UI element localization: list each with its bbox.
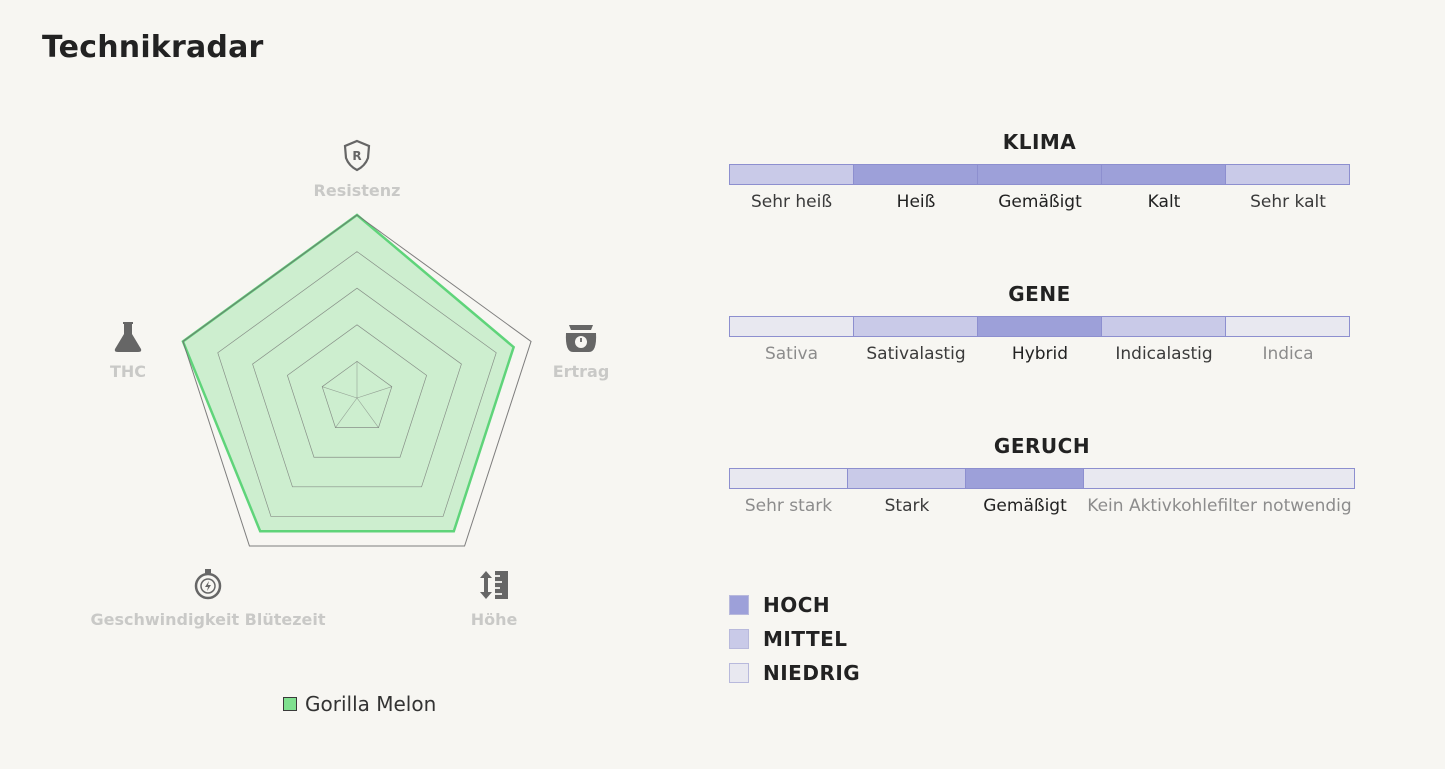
stopwatch-icon (194, 569, 222, 600)
scale-title-gene: GENE (1008, 282, 1071, 306)
scale-segment-2 (853, 316, 978, 337)
radar-grid-ring-3 (252, 287, 462, 488)
scale-segment-label-1: Sativa (764, 344, 819, 364)
legend-label: Gorilla Melon (305, 692, 437, 716)
key-label-hoch: HOCH (763, 593, 831, 617)
page-title: Technikradar (42, 30, 264, 65)
scale-segment-label-5: Sehr kalt (1250, 192, 1326, 212)
scale-segment-3 (977, 164, 1102, 185)
scale-segment-label-3: Gemäßigt (998, 192, 1082, 212)
scale-segment-label-4: Indicalastig (1115, 344, 1213, 364)
scale-segment-label-3: Gemäßigt (983, 496, 1067, 516)
flask-icon (114, 322, 142, 352)
scale-segment-1 (729, 164, 854, 185)
radar-axis-label-1: Ertrag (553, 362, 610, 381)
radar-spoke-1 (356, 386, 392, 399)
scale-bar-gene (729, 316, 1350, 337)
radar-grid (182, 214, 532, 547)
key-row-mittel: MITTEL (729, 622, 860, 656)
svg-text:R: R (352, 149, 361, 163)
scale-bar-klima (729, 164, 1350, 185)
radar-grid-ring-2 (286, 324, 428, 458)
chart-legend: Gorilla Melon (283, 692, 436, 716)
scale-segment-label-1: Sehr heiß (750, 192, 833, 212)
scale-segment-4 (1101, 164, 1226, 185)
key-label-niedrig: NIEDRIG (763, 661, 861, 685)
key-swatch-hoch (729, 595, 749, 615)
scale-segment-label-4: Kein Aktivkohlefilter notwendig (1087, 496, 1352, 516)
scale-segment-2 (853, 164, 978, 185)
scale-segment-label-5: Indica (1262, 344, 1314, 364)
scale-segment-3 (965, 468, 1084, 489)
radar-series-polygon (181, 213, 516, 533)
radar-chart: Resistenz Ertrag Höhe Geschwindigkeit Blüte… (90, 139, 609, 629)
key-label-mittel: MITTEL (763, 627, 848, 651)
legend-swatch-gorilla-melon (283, 697, 297, 711)
scale-segment-label-3: Hybrid (1011, 344, 1069, 364)
radar-grid-ring-5 (182, 214, 532, 547)
scale-segment-label-2: Stark (884, 496, 930, 516)
scale-segment-1 (729, 316, 854, 337)
radar-axis-label-2: Höhe (471, 610, 518, 629)
scale-segment-label-1: Sehr stark (744, 496, 833, 516)
scale-labels-gene: Sativa Sativalastig Hybrid Indicalastig Indi… (729, 344, 1350, 364)
scale-segment-label-2: Heiß (896, 192, 936, 212)
radar-axis-label-0: Resistenz (314, 181, 401, 200)
level-key: HOCH MITTEL NIEDRIG (729, 588, 860, 690)
scale-icon (565, 325, 597, 352)
scale-segment-5 (1225, 316, 1350, 337)
radar-grid-ring-1 (321, 360, 393, 428)
scale-title-klima: KLIMA (1002, 130, 1077, 154)
radar-spoke-3 (335, 397, 358, 428)
scale-segment-label-2: Sativalastig (866, 344, 966, 364)
scale-labels-klima: Sehr heiß Heiß Gemäßigt Kalt Sehr kalt (729, 192, 1350, 212)
radar-axis-label-3: Geschwindigkeit Blütezeit (90, 610, 325, 629)
scale-segment-5 (1225, 164, 1350, 185)
key-row-hoch: HOCH (729, 588, 860, 622)
radar-spoke-2 (356, 397, 379, 428)
key-swatch-niedrig (729, 663, 749, 683)
radar-axis-icons: R (114, 139, 597, 600)
scale-segment-3 (977, 316, 1102, 337)
radar-axis-label-4: THC (110, 362, 146, 381)
height-ruler-icon (480, 571, 508, 599)
scale-segment-4 (1083, 468, 1355, 489)
scale-segment-2 (847, 468, 966, 489)
radar-series (181, 213, 516, 533)
radar-spoke-4 (322, 386, 358, 399)
scale-segment-label-4: Kalt (1147, 192, 1181, 212)
scale-segment-4 (1101, 316, 1226, 337)
radar-grid-ring-4 (217, 251, 497, 517)
scale-labels-geruch: Sehr stark Stark Gemäßigt Kein Aktivkohlefi… (729, 496, 1355, 516)
scale-title-geruch: GERUCH (993, 434, 1091, 458)
scale-bar-geruch (729, 468, 1355, 489)
scale-segment-1 (729, 468, 848, 489)
shield-r-icon: R (343, 139, 371, 172)
radar-axis-labels: Resistenz Ertrag Höhe Geschwindigkeit Blüte… (90, 181, 609, 629)
key-row-niedrig: NIEDRIG (729, 656, 860, 690)
key-swatch-mittel (729, 629, 749, 649)
